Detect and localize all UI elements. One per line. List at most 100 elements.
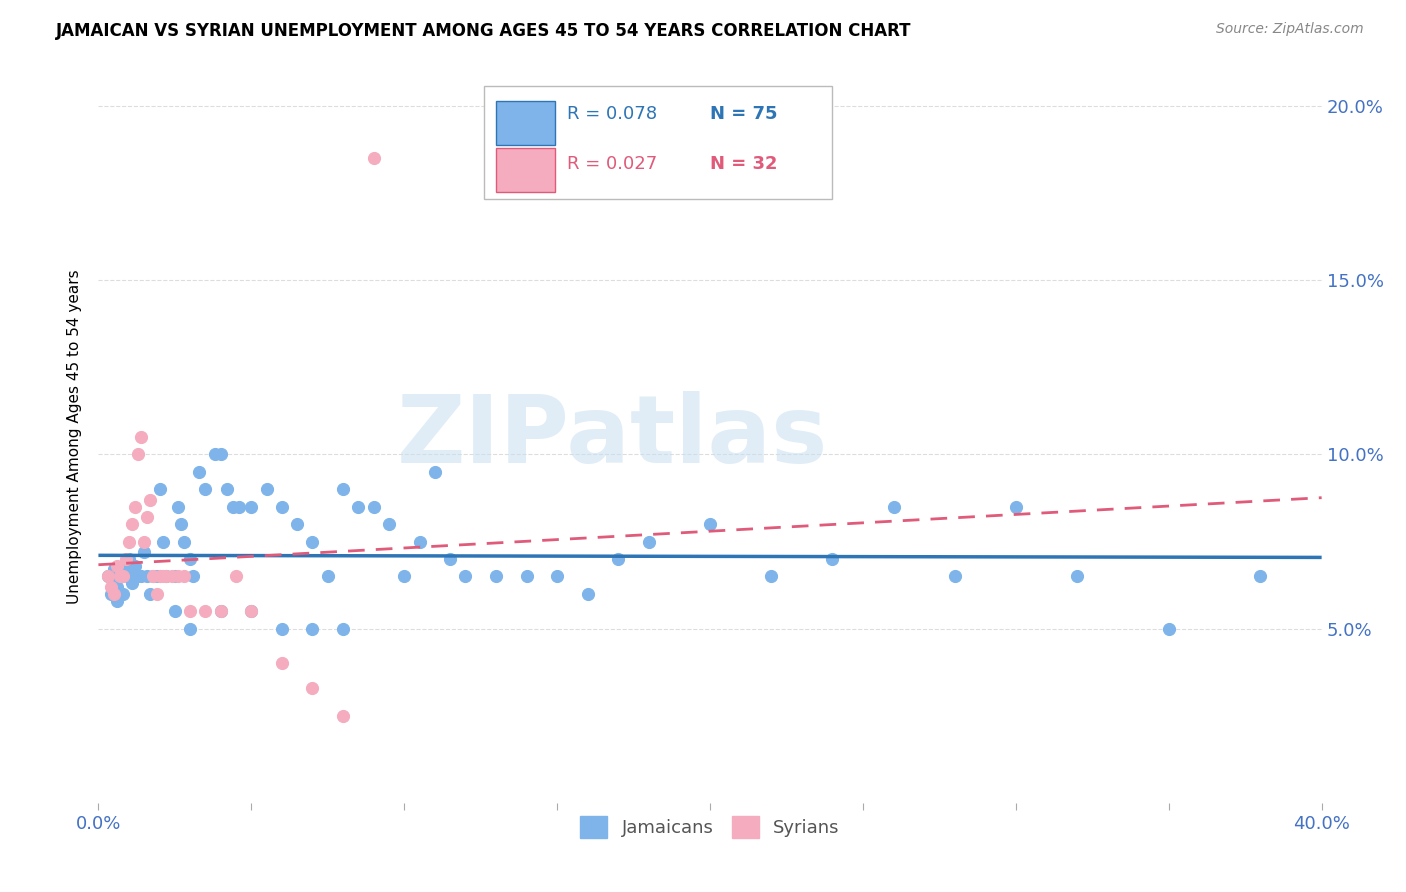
- Point: [163, 569, 186, 583]
- Point: [209, 604, 232, 618]
- Point: [100, 580, 122, 594]
- Point: [134, 545, 156, 559]
- Point: [270, 657, 292, 671]
- Point: [637, 534, 661, 549]
- Point: [139, 587, 162, 601]
- FancyBboxPatch shape: [484, 86, 832, 200]
- Point: [204, 448, 226, 462]
- Point: [103, 587, 125, 601]
- Point: [149, 569, 172, 583]
- Point: [111, 569, 134, 583]
- Point: [285, 517, 308, 532]
- Point: [108, 569, 131, 583]
- Point: [179, 622, 201, 636]
- Point: [167, 500, 190, 514]
- Point: [228, 500, 250, 514]
- Point: [215, 483, 238, 497]
- Point: [167, 569, 190, 583]
- Point: [118, 534, 141, 549]
- Point: [883, 500, 905, 514]
- Point: [1066, 569, 1088, 583]
- Point: [170, 517, 193, 532]
- Point: [127, 448, 149, 462]
- Point: [142, 569, 165, 583]
- FancyBboxPatch shape: [496, 101, 555, 145]
- Point: [103, 562, 125, 576]
- Point: [1157, 622, 1180, 636]
- Point: [225, 569, 247, 583]
- Legend: Jamaicans, Syrians: Jamaicans, Syrians: [574, 808, 846, 845]
- Point: [209, 448, 232, 462]
- Point: [145, 569, 167, 583]
- Point: [121, 517, 143, 532]
- Point: [516, 569, 538, 583]
- Point: [149, 569, 172, 583]
- Point: [179, 552, 201, 566]
- Point: [546, 569, 568, 583]
- Point: [222, 500, 245, 514]
- Point: [423, 465, 446, 479]
- Point: [155, 569, 177, 583]
- Point: [105, 580, 128, 594]
- Point: [240, 500, 263, 514]
- Point: [108, 569, 131, 583]
- Point: [129, 430, 152, 444]
- Point: [118, 569, 141, 583]
- Point: [152, 534, 174, 549]
- Point: [194, 483, 217, 497]
- Point: [194, 604, 217, 618]
- Point: [97, 569, 120, 583]
- Point: [115, 562, 138, 576]
- Point: [301, 622, 323, 636]
- Point: [301, 534, 323, 549]
- Point: [145, 587, 167, 601]
- Point: [118, 552, 141, 566]
- Point: [129, 569, 152, 583]
- Point: [240, 604, 263, 618]
- Text: Source: ZipAtlas.com: Source: ZipAtlas.com: [1216, 22, 1364, 37]
- Point: [821, 552, 844, 566]
- Point: [188, 465, 211, 479]
- Point: [256, 483, 278, 497]
- Point: [1249, 569, 1271, 583]
- Point: [105, 558, 128, 573]
- Point: [363, 500, 385, 514]
- Point: [111, 569, 134, 583]
- Point: [100, 587, 122, 601]
- Point: [136, 510, 159, 524]
- Point: [121, 576, 143, 591]
- Point: [136, 569, 159, 583]
- Point: [163, 604, 186, 618]
- Point: [270, 500, 292, 514]
- Point: [332, 708, 354, 723]
- Point: [316, 569, 339, 583]
- Point: [943, 569, 966, 583]
- Text: ZIPatlas: ZIPatlas: [396, 391, 828, 483]
- Point: [142, 569, 165, 583]
- Point: [363, 152, 385, 166]
- Point: [160, 569, 183, 583]
- Point: [103, 576, 125, 591]
- Point: [439, 552, 461, 566]
- Point: [181, 569, 204, 583]
- Point: [127, 569, 149, 583]
- Point: [173, 569, 195, 583]
- Point: [332, 622, 354, 636]
- Point: [209, 604, 232, 618]
- Point: [270, 622, 292, 636]
- FancyBboxPatch shape: [496, 148, 555, 192]
- Y-axis label: Unemployment Among Ages 45 to 54 years: Unemployment Among Ages 45 to 54 years: [67, 269, 83, 605]
- Point: [97, 569, 120, 583]
- Point: [152, 569, 174, 583]
- Text: JAMAICAN VS SYRIAN UNEMPLOYMENT AMONG AGES 45 TO 54 YEARS CORRELATION CHART: JAMAICAN VS SYRIAN UNEMPLOYMENT AMONG AG…: [56, 22, 911, 40]
- Point: [134, 534, 156, 549]
- Point: [408, 534, 430, 549]
- Text: R = 0.078: R = 0.078: [567, 104, 657, 123]
- Point: [699, 517, 721, 532]
- Point: [139, 492, 162, 507]
- Point: [124, 558, 146, 573]
- Point: [1004, 500, 1026, 514]
- Point: [576, 587, 599, 601]
- Point: [124, 500, 146, 514]
- Point: [347, 500, 370, 514]
